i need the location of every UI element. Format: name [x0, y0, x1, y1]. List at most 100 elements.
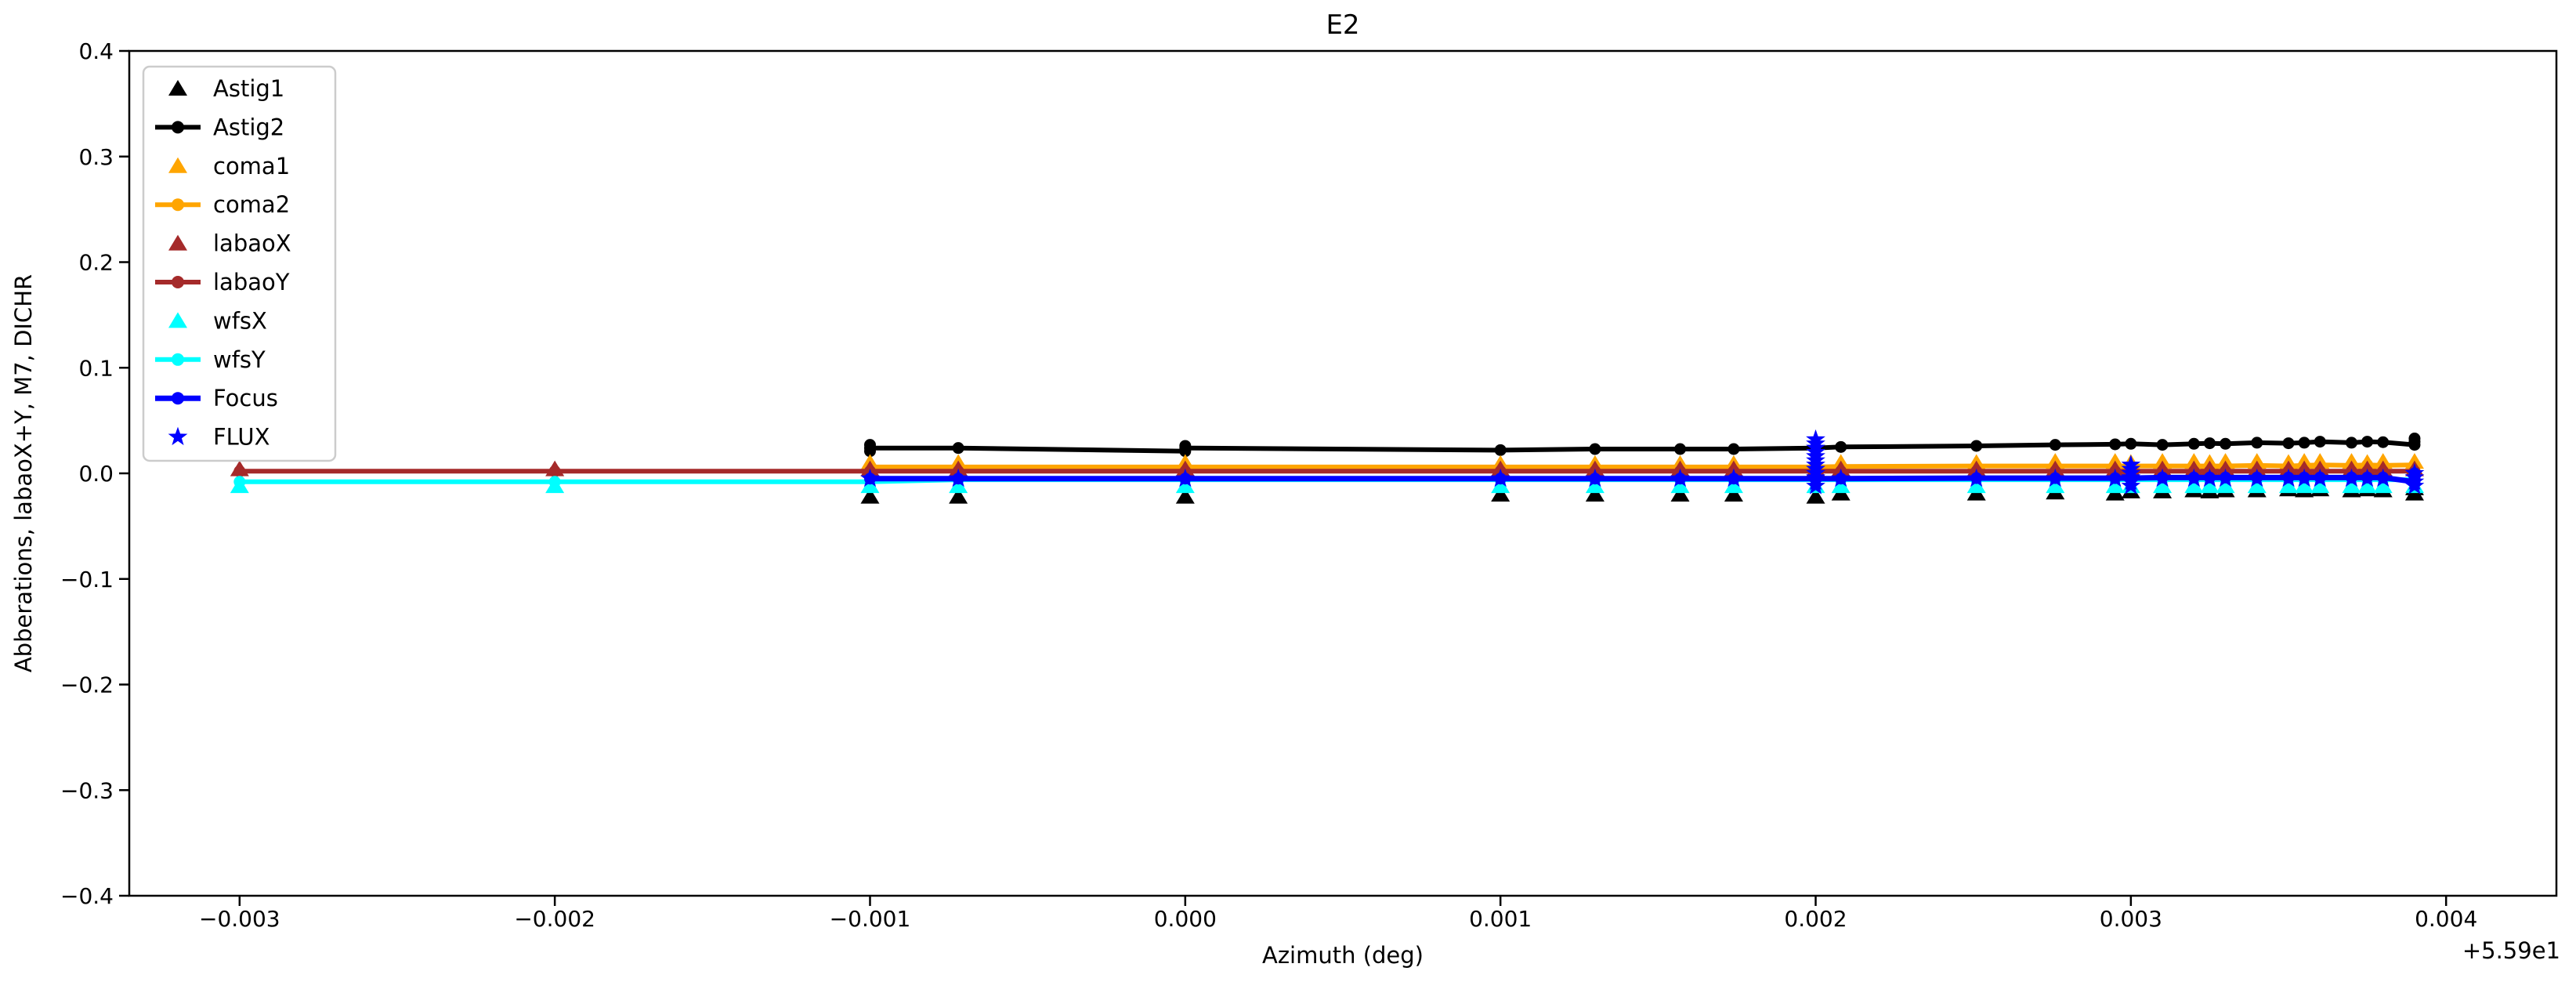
legend-label: FLUX [213, 424, 270, 451]
legend-entry-Astig1: Astig1 [168, 75, 284, 102]
star-marker [2342, 468, 2361, 487]
triangle-marker [168, 312, 187, 328]
dot-marker [1494, 444, 1507, 456]
legend-label: wfsX [213, 307, 267, 334]
legend-entry-labaoY: labaoY [155, 269, 290, 295]
legend-box [142, 65, 337, 462]
star-marker [1806, 476, 1825, 494]
x-tick-label: −0.003 [199, 906, 280, 932]
star-marker [2310, 468, 2330, 487]
dot-marker [2361, 436, 2374, 448]
y-tick-label: −0.4 [60, 883, 114, 909]
dot-marker [2298, 437, 2310, 449]
dot-marker [2187, 437, 2200, 450]
legend: Astig1 Astig2 coma1 coma2 labaoX labaoY wfsX wf… [142, 65, 337, 462]
star-marker [948, 468, 968, 487]
chart-title: E2 [1326, 9, 1360, 41]
star-marker [168, 426, 188, 446]
dot-marker [2203, 437, 2216, 450]
triangle-marker [1670, 485, 1690, 502]
dot-marker [952, 442, 964, 455]
legend-label: Astig2 [213, 114, 284, 140]
star-marker [2045, 468, 2065, 487]
dot-marker [172, 276, 184, 288]
legend-entry-FLUX: FLUX [168, 424, 270, 451]
star-marker [2404, 476, 2425, 494]
legend-label: coma1 [213, 153, 290, 179]
y-tick-label: 0.2 [78, 250, 114, 276]
star-marker [2121, 476, 2141, 494]
dot-marker [1835, 440, 1847, 453]
star-marker [1585, 468, 1605, 487]
series-Astig1 [860, 479, 2424, 504]
star-marker [2278, 468, 2299, 487]
triangle-marker [168, 234, 187, 251]
legend-label: labaoX [213, 230, 291, 257]
star-marker [1670, 468, 1690, 487]
triangle-marker [860, 487, 880, 504]
x-tick-label: 0.002 [1784, 906, 1847, 932]
legend-label: coma2 [213, 191, 290, 218]
x-axis-label: Azimuth (deg) [1261, 942, 1424, 969]
star-marker [2294, 468, 2314, 487]
series-line [867, 462, 2417, 469]
axes: −0.003 −0.002 −0.001 0.000 0.001 0.002 0.003 0.… [60, 38, 2558, 932]
legend-entry-labaoX: labaoX [168, 230, 291, 257]
x-axis-offset-text: +5.59e1 [2462, 937, 2560, 964]
star-marker [2152, 468, 2173, 487]
dot-marker [172, 198, 184, 212]
legend-entry-wfsY: wfsY [155, 346, 266, 373]
star-marker [2357, 468, 2377, 487]
dot-marker [2377, 436, 2390, 448]
x-tick-label: −0.002 [514, 906, 595, 932]
triangle-marker [1491, 485, 1511, 502]
dot-marker [2345, 437, 2357, 449]
triangle-marker [168, 80, 187, 96]
dot-marker [2125, 437, 2137, 450]
y-tick-label: 0.1 [78, 355, 114, 381]
legend-entry-coma1: coma1 [168, 153, 290, 179]
legend-entry-Focus: Focus [155, 385, 278, 411]
star-marker [1175, 468, 1196, 487]
dot-marker [2109, 438, 2122, 451]
dot-marker [2049, 439, 2061, 451]
y-tick-label: 0.4 [78, 38, 114, 64]
star-marker [2247, 468, 2267, 487]
x-tick-label: 0.001 [1469, 906, 1532, 932]
legend-label: wfsY [213, 346, 266, 373]
y-tick-label: −0.2 [60, 672, 114, 698]
y-tick-label: 0.3 [78, 144, 114, 170]
dot-marker [1728, 443, 1740, 455]
x-tick-label: 0.000 [1154, 906, 1217, 932]
dot-marker [1179, 442, 1192, 455]
dot-marker [548, 465, 561, 477]
legend-entry-Astig2: Astig2 [155, 114, 284, 140]
x-tick-label: 0.003 [2100, 906, 2162, 932]
dot-marker [1589, 443, 1601, 455]
triangle-marker [1724, 485, 1743, 502]
triangle-marker [1175, 487, 1195, 504]
dot-marker [548, 476, 561, 488]
star-marker [1831, 468, 1851, 487]
legend-label: Focus [213, 385, 278, 411]
triangle-marker [949, 487, 968, 504]
star-marker [2105, 468, 2126, 487]
y-tick-label: 0.0 [78, 461, 114, 487]
dot-marker [2282, 437, 2295, 450]
x-tick-label: −0.001 [830, 906, 911, 932]
y-tick-label: −0.3 [60, 777, 114, 803]
dot-marker [1970, 440, 1983, 452]
dot-marker [2408, 436, 2421, 448]
triangle-marker [1585, 485, 1605, 502]
dot-marker [172, 121, 184, 134]
dot-marker [2156, 439, 2169, 451]
legend-label: labaoY [213, 269, 290, 295]
dot-marker [2220, 437, 2232, 450]
star-marker [1724, 468, 1744, 487]
star-marker [2200, 468, 2220, 487]
dot-marker [2314, 436, 2326, 448]
x-tick-label: 0.004 [2415, 906, 2477, 932]
star-marker [2373, 468, 2393, 487]
legend-entry-coma2: coma2 [155, 191, 290, 218]
dot-marker [1674, 443, 1687, 455]
